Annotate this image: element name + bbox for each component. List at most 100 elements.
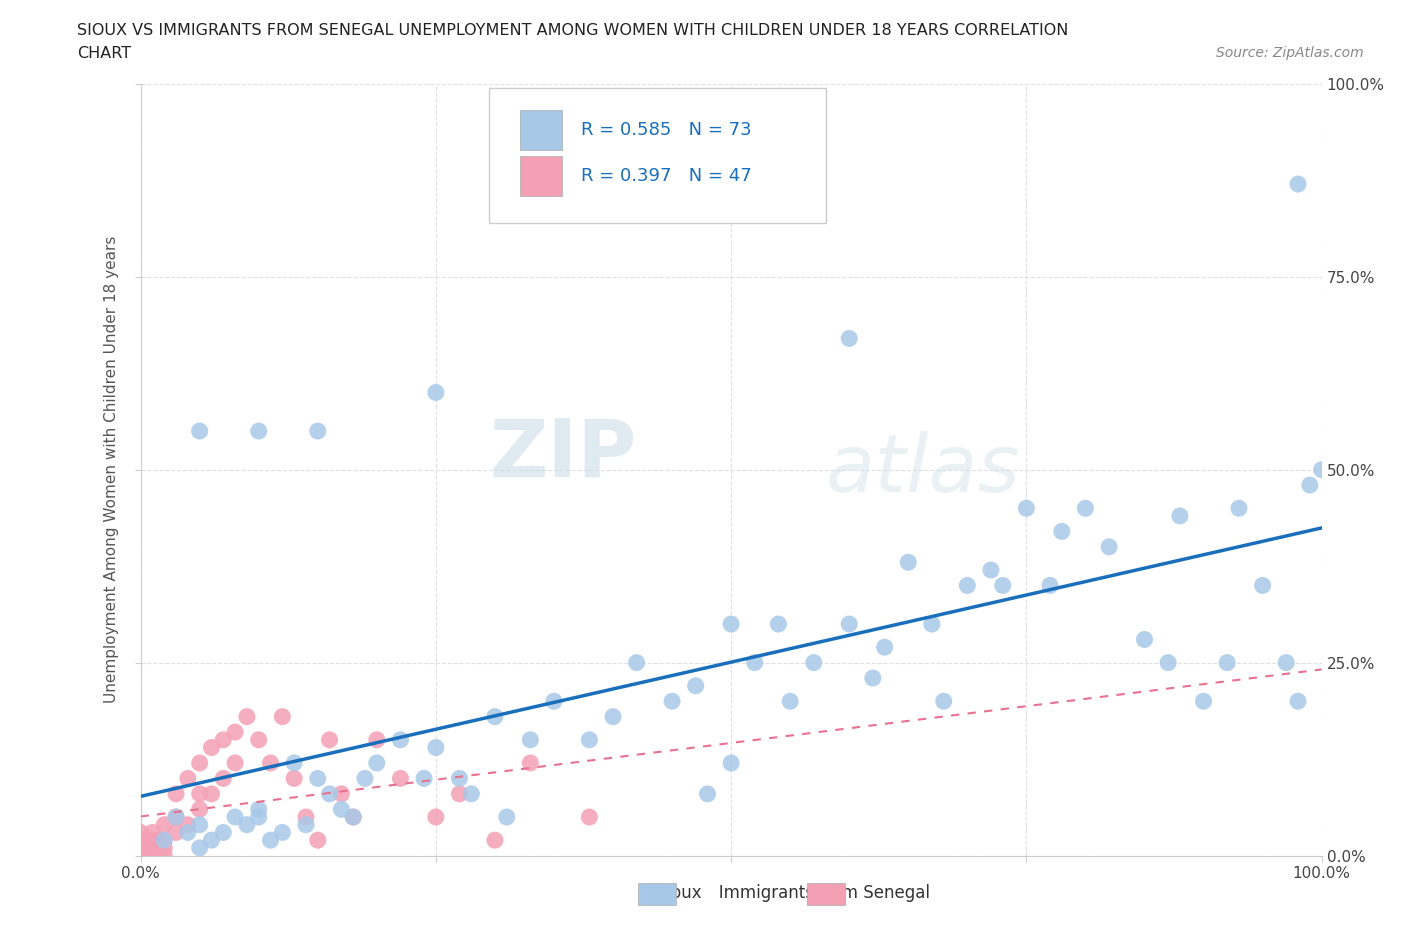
Point [342, 809, 364, 825]
Point [153, 848, 176, 863]
Point [803, 656, 825, 671]
Point [366, 733, 388, 748]
Point [318, 733, 340, 748]
Text: atlas: atlas [825, 431, 1021, 509]
Point [1275, 656, 1298, 671]
Point [271, 825, 294, 840]
FancyBboxPatch shape [520, 156, 562, 196]
Point [188, 802, 211, 817]
Point [135, 848, 157, 863]
Point [247, 809, 270, 825]
Point [685, 678, 707, 693]
Point [129, 848, 152, 863]
Point [141, 832, 163, 847]
Y-axis label: Unemployment Among Women with Children Under 18 years: Unemployment Among Women with Children U… [104, 236, 120, 703]
Point [129, 825, 152, 840]
Point [1168, 509, 1191, 524]
Point [135, 841, 157, 856]
Point [519, 755, 541, 770]
Point [1039, 578, 1062, 593]
Point [224, 724, 246, 739]
Point [543, 694, 565, 709]
Point [129, 832, 152, 847]
Point [188, 817, 211, 832]
Point [768, 617, 790, 631]
Point [1133, 632, 1156, 647]
Point [720, 755, 742, 770]
Point [1192, 694, 1215, 709]
Point [129, 841, 152, 856]
FancyBboxPatch shape [489, 87, 825, 222]
FancyBboxPatch shape [520, 110, 562, 150]
Point [283, 771, 305, 786]
Point [460, 787, 482, 802]
Point [153, 841, 176, 856]
Point [295, 817, 318, 832]
Text: R = 0.397   N = 47: R = 0.397 N = 47 [581, 167, 752, 185]
Point [188, 787, 211, 802]
Point [744, 656, 766, 671]
Text: Source: ZipAtlas.com: Source: ZipAtlas.com [1216, 46, 1364, 60]
Point [980, 563, 1002, 578]
Point [177, 771, 200, 786]
Point [1098, 539, 1121, 554]
Point [1310, 462, 1333, 477]
Point [425, 385, 447, 400]
Point [200, 832, 222, 847]
Point [519, 733, 541, 748]
Point [956, 578, 979, 593]
Point [1299, 478, 1322, 493]
Point [626, 656, 648, 671]
Point [449, 787, 471, 802]
Point [389, 733, 412, 748]
Point [838, 331, 860, 346]
Point [247, 733, 270, 748]
Point [932, 694, 955, 709]
Point [177, 817, 200, 832]
Point [354, 771, 377, 786]
Point [165, 825, 187, 840]
Point [873, 640, 896, 655]
Point [177, 825, 200, 840]
Point [165, 809, 187, 825]
Point [838, 617, 860, 631]
Text: SIOUX VS IMMIGRANTS FROM SENEGAL UNEMPLOYMENT AMONG WOMEN WITH CHILDREN UNDER 18: SIOUX VS IMMIGRANTS FROM SENEGAL UNEMPLO… [77, 23, 1069, 38]
Point [991, 578, 1014, 593]
Point [484, 710, 506, 724]
Point [200, 740, 222, 755]
Point [188, 755, 211, 770]
Point [188, 841, 211, 856]
Point [1074, 500, 1097, 515]
Point [1251, 578, 1274, 593]
Point [307, 771, 329, 786]
Point [224, 755, 246, 770]
Point [921, 617, 943, 631]
Point [330, 787, 353, 802]
Point [247, 424, 270, 439]
Point [425, 809, 447, 825]
Text: R = 0.585   N = 73: R = 0.585 N = 73 [581, 121, 752, 139]
Point [495, 809, 517, 825]
Point [389, 771, 412, 786]
Point [720, 617, 742, 631]
Point [661, 694, 683, 709]
Point [318, 787, 340, 802]
Point [141, 841, 163, 856]
Point [1050, 524, 1073, 538]
Point [153, 832, 176, 847]
Point [259, 755, 281, 770]
Point [200, 787, 222, 802]
Point [141, 825, 163, 840]
Point [295, 809, 318, 825]
Point [413, 771, 436, 786]
Point [1157, 656, 1180, 671]
Point [307, 424, 329, 439]
Point [153, 817, 176, 832]
Point [188, 424, 211, 439]
Point [148, 832, 170, 847]
Point [779, 694, 801, 709]
Text: Immigrants from Senegal: Immigrants from Senegal [703, 884, 929, 902]
Point [342, 809, 364, 825]
Point [141, 848, 163, 863]
Point [897, 555, 920, 570]
